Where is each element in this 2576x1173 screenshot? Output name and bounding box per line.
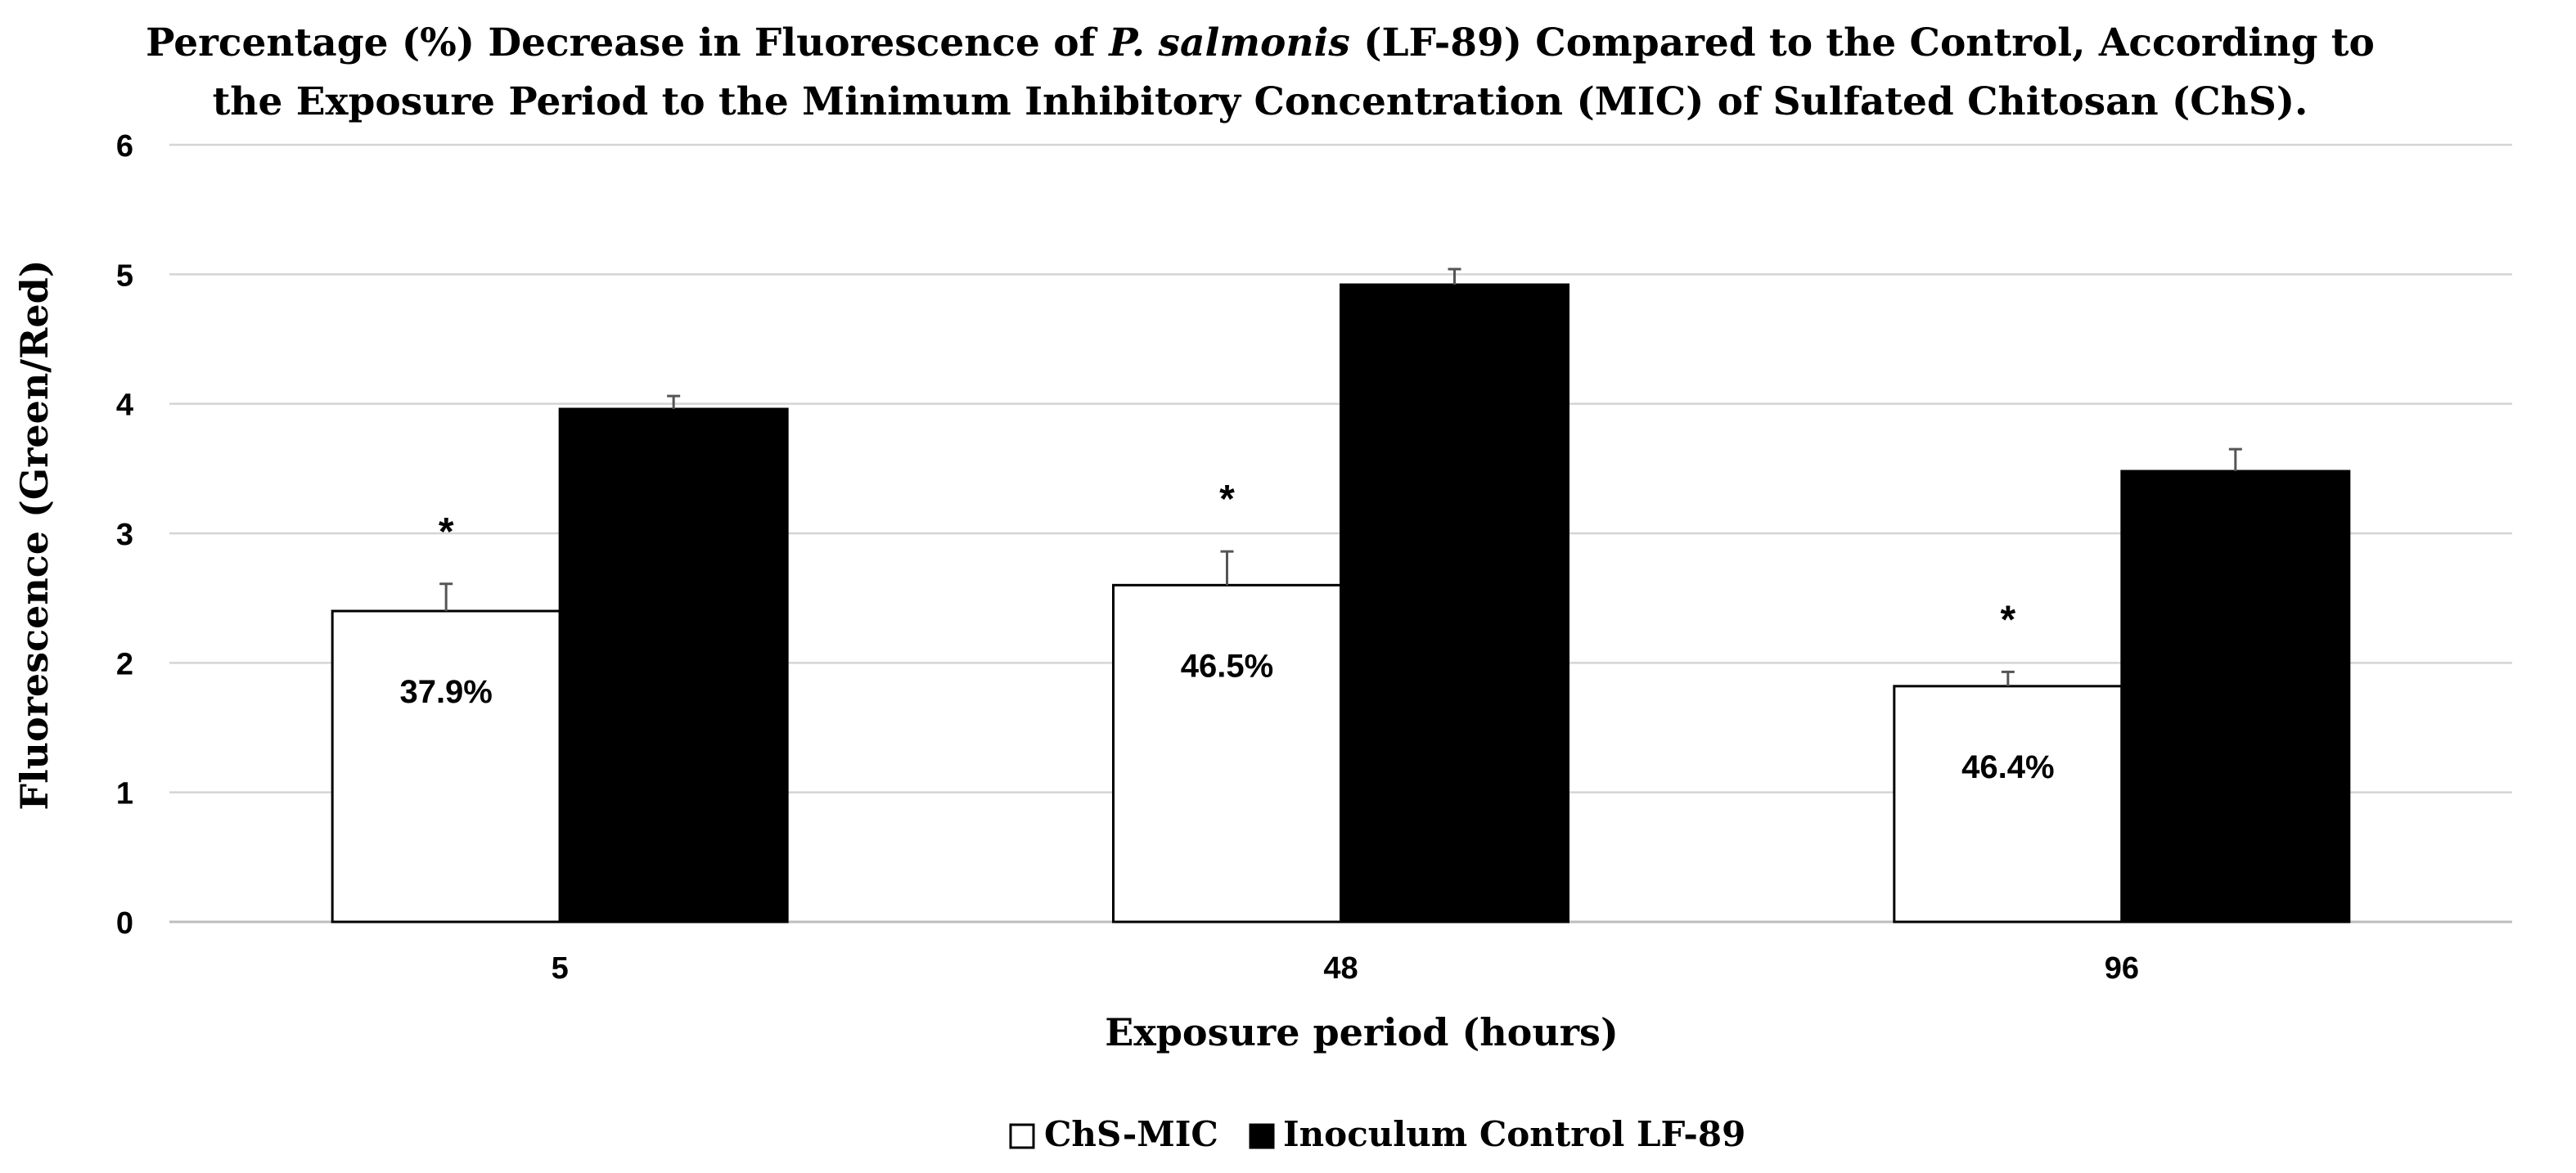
significance-marker: * [2000,598,2015,641]
y-tick-label: 4 [116,389,133,423]
legend-swatch-control [1249,1123,1275,1149]
chart-title-line1: Percentage (%) Decrease in Fluorescence … [146,20,2375,65]
bar-control [2120,470,2351,924]
y-tick-label: 1 [116,777,133,811]
y-axis-label: Fluorescence (Green/Red) [12,259,56,810]
x-axis-label: Exposure period (hours) [1105,1010,1618,1054]
significance-marker: * [439,510,454,554]
significance-marker: * [1219,478,1235,521]
bar-chs-mic [1893,685,2123,924]
legend-swatch-chs-mic [1009,1123,1035,1149]
legend-label-control: Inoculum Control LF-89 [1283,1114,1745,1154]
y-tick-label: 6 [116,129,133,164]
bars: * 37.9% * 46.5% * 46.4% [331,267,2351,924]
data-label: 46.5% [1181,648,1273,684]
x-tick-label: 96 [2105,951,2139,986]
y-axis-ticks: 0 1 2 3 4 5 6 [116,129,133,941]
title-part: Percentage (%) Decrease in Fluorescence … [146,20,1109,65]
legend: ChS-MIC Inoculum Control LF-89 [1009,1114,1745,1154]
y-tick-label: 0 [116,906,133,941]
data-label: 37.9% [399,674,492,710]
x-axis-ticks: 5 48 96 [552,951,2139,986]
legend-label-chs-mic: ChS-MIC [1044,1114,1218,1154]
title-part: (LF-89) Compared to the Control, Accordi… [1350,20,2375,65]
bar-control [1340,283,1569,924]
bar-control [558,407,789,924]
y-tick-label: 5 [116,258,133,293]
x-tick-label: 48 [1323,951,1358,986]
bar-chs-mic [331,609,561,924]
x-tick-label: 5 [552,951,569,986]
chart-title-line2: the Exposure Period to the Minimum Inhib… [213,79,2308,124]
title-part: P. salmonis [1107,20,1350,65]
bar-chs-mic [1112,583,1342,924]
y-tick-label: 2 [116,647,133,681]
y-tick-label: 3 [116,518,133,552]
data-label: 46.4% [1961,749,2054,785]
